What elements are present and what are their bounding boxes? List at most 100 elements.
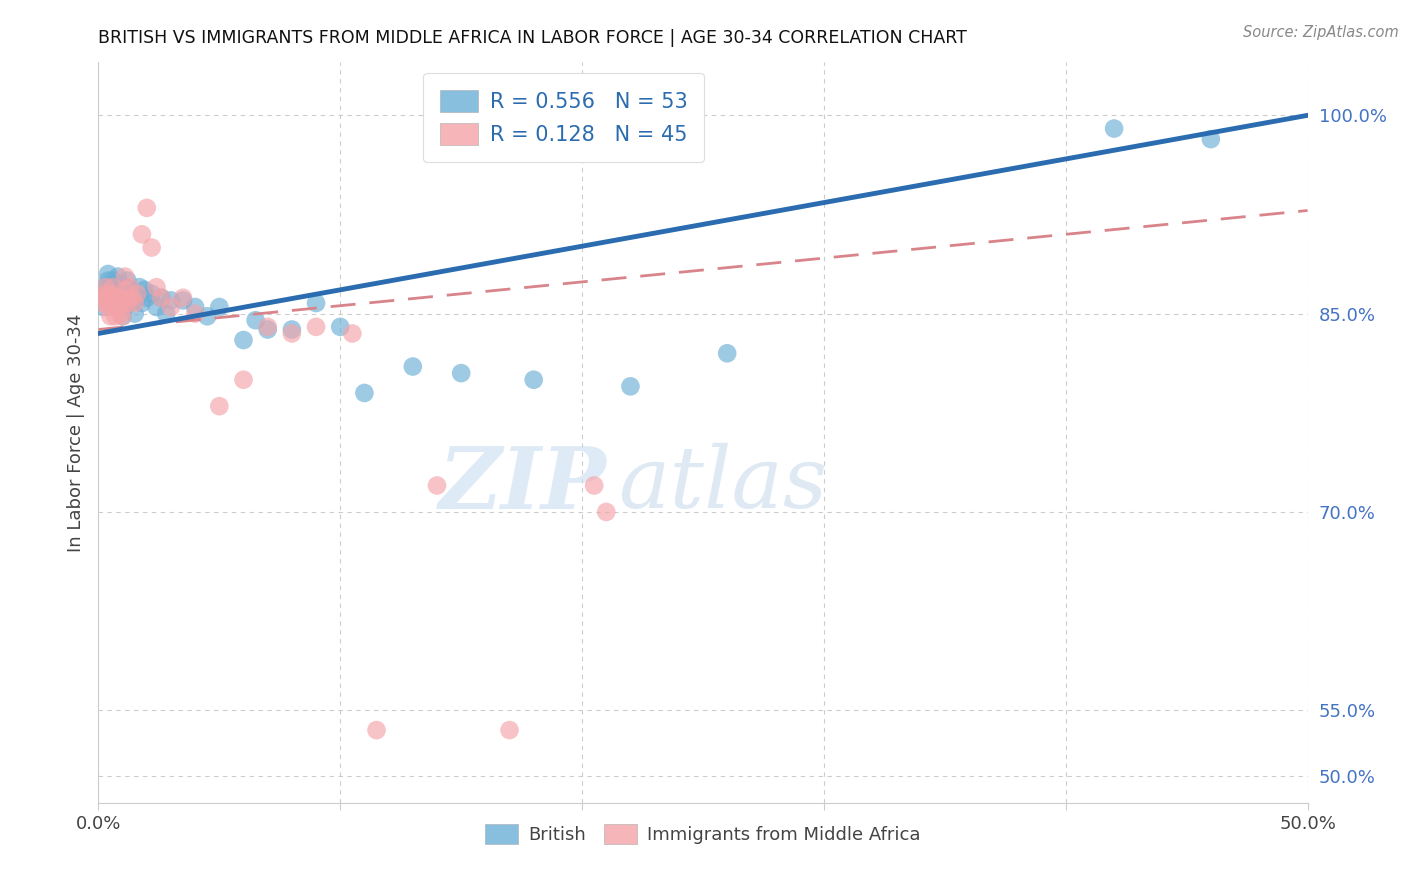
Text: atlas: atlas: [619, 443, 828, 525]
Point: [121, 291, 143, 305]
Point: [104, 296, 127, 310]
Point: [127, 286, 149, 301]
Point: [104, 291, 127, 305]
Point: [114, 280, 136, 294]
Point: [94, 280, 117, 294]
Point: [523, 373, 546, 387]
Point: [101, 274, 124, 288]
Point: [111, 310, 134, 324]
Point: [97, 291, 120, 305]
Point: [100, 310, 122, 324]
Legend: British, Immigrants from Middle Africa: British, Immigrants from Middle Africa: [477, 815, 929, 853]
Point: [145, 300, 167, 314]
Point: [124, 307, 146, 321]
Point: [245, 313, 267, 327]
Point: [583, 478, 606, 492]
Point: [595, 505, 617, 519]
Point: [117, 274, 139, 288]
Point: [141, 286, 163, 301]
Point: [100, 296, 122, 310]
Point: [114, 269, 136, 284]
Point: [121, 291, 143, 305]
Point: [1102, 121, 1125, 136]
Point: [118, 280, 141, 294]
Point: [232, 333, 254, 347]
Point: [100, 296, 122, 310]
Point: [141, 240, 163, 255]
Point: [108, 277, 131, 292]
Point: [366, 723, 388, 737]
Point: [353, 386, 375, 401]
Point: [256, 322, 278, 336]
Point: [101, 280, 124, 294]
Point: [114, 283, 136, 297]
Point: [101, 286, 124, 301]
Point: [111, 310, 134, 324]
Point: [100, 280, 122, 294]
Point: [172, 293, 194, 308]
Point: [172, 291, 194, 305]
Text: BRITISH VS IMMIGRANTS FROM MIDDLE AFRICA IN LABOR FORCE | AGE 30-34 CORRELATION : BRITISH VS IMMIGRANTS FROM MIDDLE AFRICA…: [98, 29, 967, 47]
Point: [305, 296, 328, 310]
Text: ZIP: ZIP: [439, 442, 606, 526]
Point: [184, 300, 207, 314]
Point: [134, 283, 156, 297]
Point: [107, 291, 129, 305]
Point: [426, 478, 449, 492]
Point: [107, 269, 129, 284]
Point: [281, 326, 304, 341]
Point: [128, 280, 150, 294]
Point: [91, 291, 114, 305]
Point: [107, 300, 129, 314]
Point: [111, 296, 134, 310]
Point: [131, 227, 153, 242]
Point: [124, 296, 146, 310]
Point: [94, 280, 117, 294]
Point: [232, 373, 254, 387]
Point: [131, 296, 153, 310]
Point: [450, 366, 472, 380]
Point: [101, 291, 124, 305]
Point: [94, 286, 117, 301]
Point: [97, 267, 120, 281]
Point: [1199, 132, 1222, 146]
Point: [111, 291, 134, 305]
Point: [155, 307, 177, 321]
Point: [208, 300, 231, 314]
Point: [97, 291, 120, 305]
Point: [104, 310, 127, 324]
Point: [117, 296, 139, 310]
Point: [97, 300, 120, 314]
Point: [150, 291, 173, 305]
Point: [145, 280, 167, 294]
Point: [97, 274, 120, 288]
Point: [100, 286, 122, 301]
Point: [118, 283, 141, 297]
Point: [104, 296, 127, 310]
Y-axis label: In Labor Force | Age 30-34: In Labor Force | Age 30-34: [66, 313, 84, 552]
Point: [342, 326, 364, 341]
Point: [108, 293, 131, 308]
Point: [256, 319, 278, 334]
Point: [208, 399, 231, 413]
Point: [114, 300, 136, 314]
Point: [498, 723, 520, 737]
Point: [150, 291, 173, 305]
Point: [619, 379, 641, 393]
Point: [91, 300, 114, 314]
Point: [402, 359, 425, 374]
Point: [94, 286, 117, 301]
Point: [91, 296, 114, 310]
Point: [281, 322, 304, 336]
Point: [135, 201, 157, 215]
Point: [329, 319, 352, 334]
Point: [127, 291, 149, 305]
Point: [305, 319, 328, 334]
Point: [184, 307, 207, 321]
Point: [195, 310, 218, 324]
Point: [107, 280, 129, 294]
Point: [108, 307, 131, 321]
Point: [135, 291, 157, 305]
Text: Source: ZipAtlas.com: Source: ZipAtlas.com: [1243, 25, 1399, 40]
Point: [108, 291, 131, 305]
